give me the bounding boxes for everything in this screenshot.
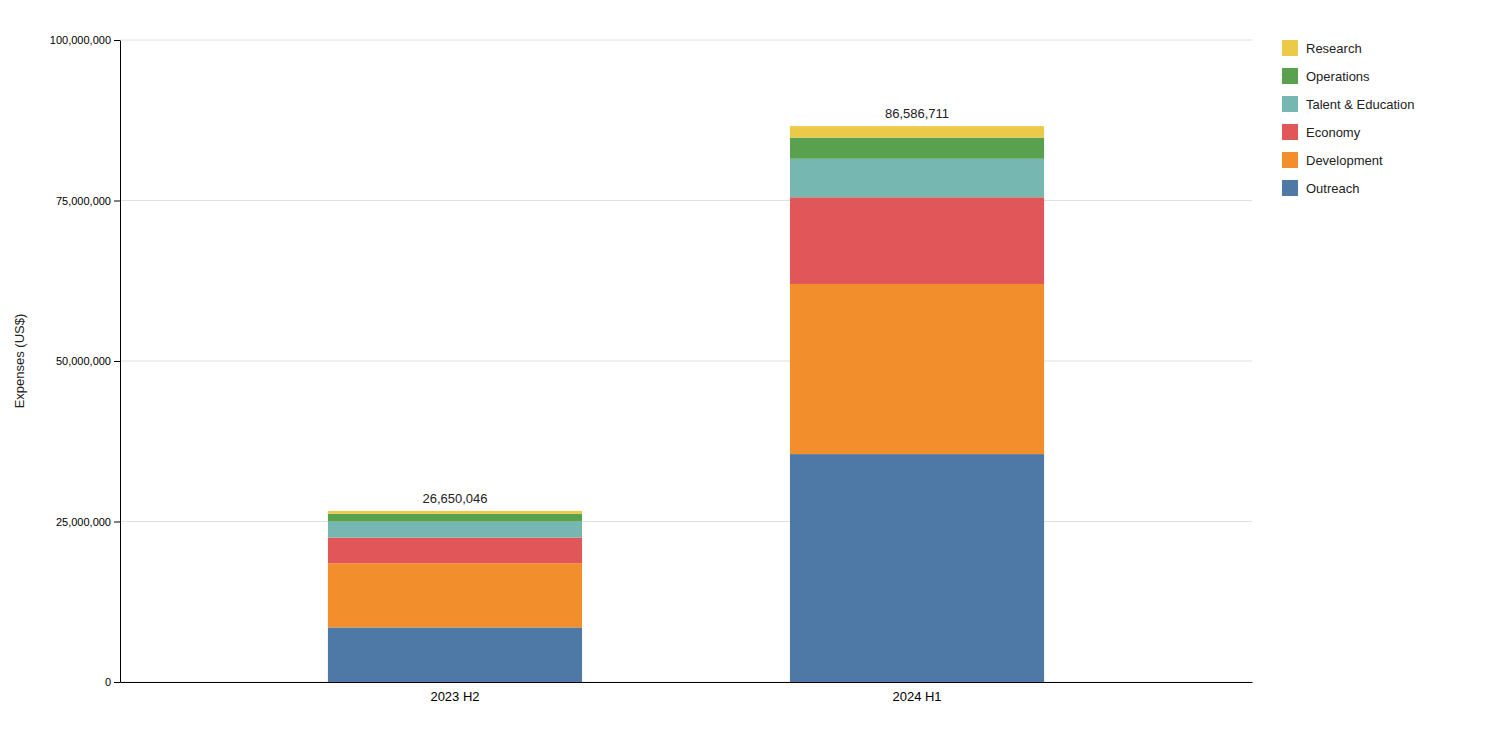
legend-item: Development [1282, 152, 1383, 168]
bar-series [328, 284, 1044, 627]
bar-segment [790, 126, 1044, 137]
bar-segment [328, 563, 582, 627]
x-axis-line [121, 682, 1253, 683]
bar-segment [790, 284, 1044, 454]
legend-item: Research [1282, 40, 1362, 56]
x-axis: 2023 H2 2024 H1 [121, 683, 1253, 705]
y-tick: 100,000,000 [50, 34, 120, 46]
y-tick-mark [114, 682, 120, 683]
bar-segment [328, 514, 582, 522]
grid-line [120, 200, 1252, 201]
bar-series [328, 138, 1044, 522]
bar-segment [790, 159, 1044, 198]
chart: 26,650,046 86,586,711 2023 H2 2024 H1 0 25,00… [0, 0, 1502, 742]
bar-segment [790, 197, 1044, 284]
bar-segment [328, 522, 582, 538]
total-label: 86,586,711 [885, 106, 949, 121]
plot: 26,650,046 86,586,711 2023 H2 2024 H1 0 25,00… [50, 34, 1253, 704]
legend-label: Research [1306, 41, 1362, 56]
y-axis-line [120, 41, 121, 683]
total-label: 26,650,046 [422, 491, 487, 506]
bar-series [328, 126, 1044, 514]
x-tick: 2023 H2 [430, 689, 479, 704]
legend-label: Operations [1306, 69, 1370, 84]
bar-segment [328, 627, 582, 682]
bar-segment [328, 511, 582, 514]
legend-swatch [1282, 68, 1298, 84]
legend-item: Talent & Education [1282, 96, 1414, 112]
legend-swatch [1282, 180, 1298, 196]
legend-label: Development [1306, 153, 1383, 168]
bar-series [328, 159, 1044, 538]
legend-label: Economy [1306, 125, 1361, 140]
x-tick-label: 2023 H2 [430, 689, 479, 704]
grid-line [120, 361, 1252, 362]
y-tick: 50,000,000 [56, 355, 120, 367]
legend-swatch [1282, 152, 1298, 168]
grid-line [120, 521, 1252, 522]
bar-segment [328, 538, 582, 564]
y-tick: 25,000,000 [56, 516, 120, 528]
legend-swatch [1282, 40, 1298, 56]
legend-label: Talent & Education [1306, 97, 1414, 112]
total-labels: 26,650,046 86,586,711 [422, 106, 949, 506]
y-tick: 0 [105, 676, 120, 688]
y-tick-label: 75,000,000 [56, 195, 111, 207]
y-axis-label: Expenses (US$) [12, 314, 27, 409]
x-tick: 2024 H1 [892, 689, 941, 704]
y-tick-label: 50,000,000 [56, 355, 111, 367]
y-tick-label: 0 [105, 676, 111, 688]
grid-line [120, 40, 1252, 41]
legend-label: Outreach [1306, 181, 1359, 196]
y-axis: 0 25,000,000 50,000,000 75,000,000 100,000,0… [50, 34, 121, 688]
x-tick-label: 2024 H1 [892, 689, 941, 704]
legend-item: Operations [1282, 68, 1370, 84]
grid [120, 40, 1252, 682]
bars [328, 126, 1044, 682]
y-tick-mark [114, 201, 120, 202]
y-tick-mark [114, 361, 120, 362]
bar-series [328, 197, 1044, 563]
y-tick-label: 25,000,000 [56, 516, 111, 528]
y-tick-mark [114, 40, 120, 41]
bar-segment [790, 138, 1044, 159]
bar-segment [790, 454, 1044, 682]
y-tick-label: 100,000,000 [50, 34, 111, 46]
legend-item: Economy [1282, 124, 1361, 140]
grid-line [120, 682, 1252, 683]
bar-series [328, 454, 1044, 682]
y-tick-mark [114, 522, 120, 523]
legend-item: Outreach [1282, 180, 1359, 196]
legend: Research Operations Talent & Education Econ… [1282, 40, 1414, 196]
y-tick: 75,000,000 [56, 195, 120, 207]
legend-swatch [1282, 96, 1298, 112]
legend-swatch [1282, 124, 1298, 140]
